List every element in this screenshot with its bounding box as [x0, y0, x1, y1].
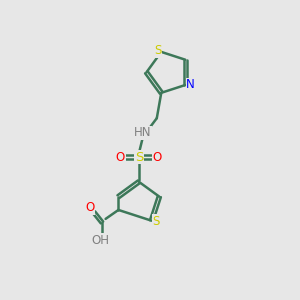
Text: N: N: [186, 79, 195, 92]
Text: O: O: [116, 151, 125, 164]
Text: S: S: [154, 44, 161, 57]
Text: S: S: [135, 151, 143, 164]
Text: O: O: [85, 201, 95, 214]
Text: O: O: [153, 151, 162, 164]
Text: HN: HN: [134, 126, 152, 139]
Text: OH: OH: [92, 234, 110, 247]
Text: S: S: [152, 215, 160, 228]
